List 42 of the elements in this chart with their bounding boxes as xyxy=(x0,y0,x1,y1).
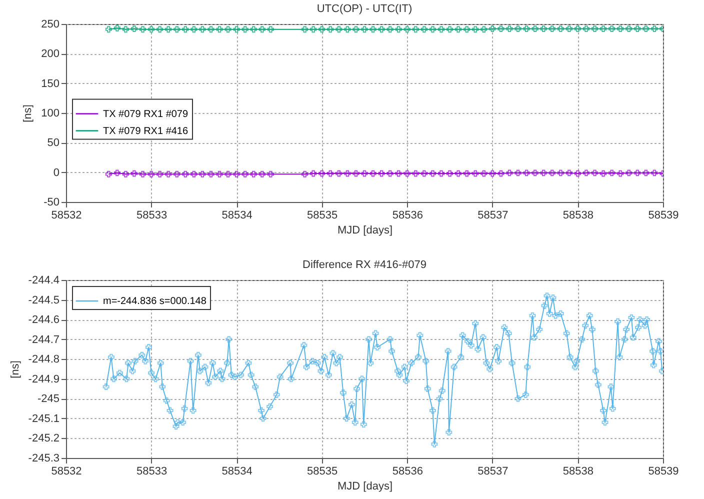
x-tick-label: 58536 xyxy=(392,466,423,478)
y-tick-label: 100 xyxy=(41,108,60,120)
y-axis-title: [ns] xyxy=(22,104,34,122)
y-tick-label: -245.2 xyxy=(28,432,60,445)
y-tick-label: -244.5 xyxy=(28,294,60,306)
x-axis-title: MJD [days] xyxy=(337,480,393,492)
chart-title: Difference RX #416-#079 xyxy=(302,259,426,271)
x-tick-label: 58537 xyxy=(478,210,508,222)
y-tick-label: -245.3 xyxy=(28,452,60,464)
y-tick-label: 150 xyxy=(41,78,60,90)
y-tick-label: -244.7 xyxy=(28,334,60,346)
y-tick-label: 50 xyxy=(47,137,60,150)
y-tick-label: -245.1 xyxy=(28,412,60,425)
x-axis-title: MJD [days] xyxy=(337,224,393,236)
x-tick-label: 58533 xyxy=(136,210,168,222)
x-tick-label: 58533 xyxy=(136,466,168,478)
x-tick-label: 58536 xyxy=(392,210,423,222)
y-tick-label: -245 xyxy=(37,393,60,406)
x-tick-label: 58534 xyxy=(222,466,252,478)
y-tick-label: -244.9 xyxy=(28,373,60,386)
x-tick-label: 58539 xyxy=(648,210,679,222)
x-tick-label: 58538 xyxy=(562,466,594,478)
chart-title: UTC(OP) - UTC(IT) xyxy=(316,3,412,15)
y-tick-label: -50 xyxy=(44,196,60,208)
y-axis-title: [ns] xyxy=(9,360,22,378)
y-tick-label: 250 xyxy=(41,18,60,30)
legend-label: m=-244.836 s=000.148 xyxy=(103,296,207,307)
legend-label: TX #079 RX1 #079 xyxy=(103,108,188,120)
x-tick-label: 58532 xyxy=(51,210,82,222)
legend-label: TX #079 RX1 #416 xyxy=(103,126,188,137)
x-tick-label: 58532 xyxy=(51,466,82,478)
x-tick-label: 58534 xyxy=(222,210,252,222)
x-tick-label: 58535 xyxy=(307,210,338,222)
x-tick-label: 58539 xyxy=(648,466,679,478)
y-tick-label: -244.4 xyxy=(28,274,60,286)
x-tick-label: 58538 xyxy=(562,210,594,222)
y-tick-label: -244.6 xyxy=(28,314,60,326)
y-tick-label: 200 xyxy=(41,48,60,60)
x-tick-label: 58537 xyxy=(478,466,508,478)
y-tick-label: 0 xyxy=(53,166,60,179)
y-tick-label: -244.8 xyxy=(28,354,60,366)
x-tick-label: 58535 xyxy=(307,466,338,478)
